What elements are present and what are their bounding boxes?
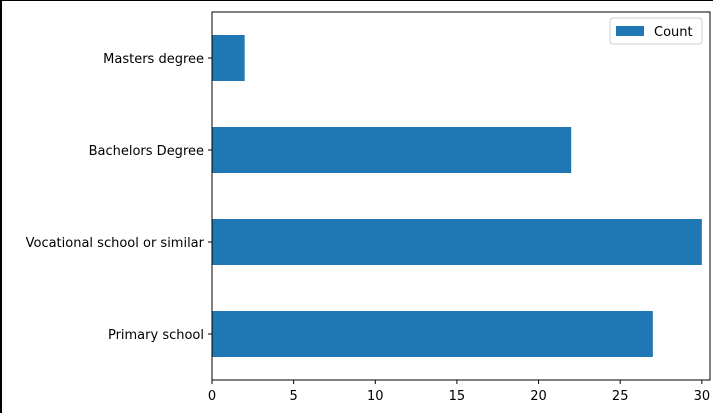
x-tick-label: 20 — [530, 389, 547, 404]
x-tick-label: 15 — [449, 389, 466, 404]
x-tick-label: 30 — [694, 389, 711, 404]
x-tick-label: 25 — [612, 389, 629, 404]
y-tick-label: Bachelors Degree — [89, 144, 204, 159]
bar-bachelors-degree — [212, 127, 572, 173]
y-tick-label: Vocational school or similar — [26, 236, 205, 251]
legend: Count — [609, 17, 703, 45]
bar-primary-school — [212, 311, 653, 357]
legend-label: Count — [654, 25, 693, 40]
axes-frame — [211, 11, 711, 381]
y-tick-label: Primary school — [108, 328, 204, 343]
bar-masters-degree — [212, 35, 245, 81]
legend-box — [609, 17, 703, 45]
x-tick-label: 0 — [208, 389, 216, 404]
x-tick-label: 5 — [289, 389, 297, 404]
bars-group — [212, 35, 702, 357]
x-axis-ticks: 0 5 10 15 20 25 30 — [208, 380, 710, 404]
x-tick-label: 10 — [367, 389, 384, 404]
y-axis-ticks: Primary school Vocational school or simil… — [26, 52, 212, 343]
legend-swatch — [616, 26, 644, 36]
bar-vocational-school-or-similar — [212, 219, 702, 265]
y-tick-label: Masters degree — [103, 52, 204, 67]
